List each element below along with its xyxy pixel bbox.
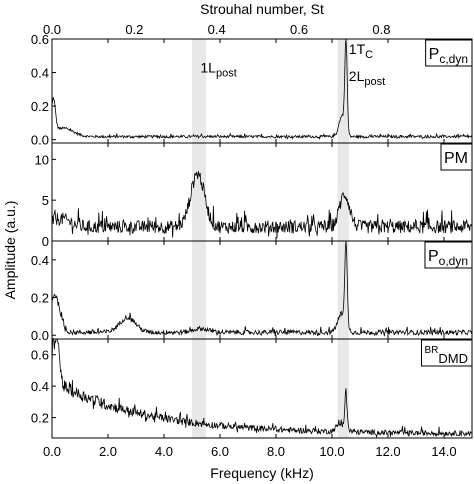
x-tick-label: 0.0 — [43, 444, 61, 459]
x-tick-label: 8.0 — [267, 444, 285, 459]
shaded-band — [192, 39, 206, 143]
panel-label: PM — [444, 150, 468, 167]
panel-label-sub: o,dyn — [439, 254, 468, 268]
shaded-band — [192, 143, 206, 241]
x-axis-title: Frequency (kHz) — [210, 465, 313, 481]
panel-frame — [51, 240, 473, 340]
top-axis-title: Strouhal number, St — [200, 1, 324, 17]
y-tick-label: 0.6 — [31, 32, 49, 47]
y-axis-title: Amplitude (a.u.) — [2, 201, 18, 300]
shaded-band — [337, 143, 349, 241]
y-tick-label: 0.0 — [31, 133, 49, 148]
x-tick-label: 4.0 — [155, 444, 173, 459]
y-tick-label: 0.2 — [31, 411, 49, 426]
y-tick-label: 10 — [35, 152, 49, 167]
shaded-band — [337, 39, 349, 143]
y-tick-label: 0.4 — [31, 379, 49, 394]
top-tick-label: 0.2 — [125, 22, 143, 37]
panel-label-box — [440, 143, 473, 171]
panel-frame — [51, 338, 473, 439]
top-tick-label: 0.8 — [372, 22, 390, 37]
shaded-band — [337, 241, 349, 339]
annotation-main: 1L — [200, 60, 216, 76]
shaded-band — [192, 241, 206, 339]
annotation: 1Lpost — [200, 60, 236, 80]
y-tick-label: 0.4 — [31, 66, 49, 81]
x-tick-label: 12.0 — [375, 444, 400, 459]
panel-label-main: P — [429, 46, 440, 63]
x-tick-label: 14.0 — [431, 444, 456, 459]
panel-label: BRDMD — [424, 345, 468, 366]
annotation: 2Lpost — [349, 68, 385, 88]
x-tick-label: 10.0 — [319, 444, 344, 459]
series-line — [51, 38, 472, 141]
panel-frame — [51, 38, 473, 144]
series-line — [51, 240, 473, 337]
series-layer — [51, 38, 473, 439]
y-tick-label: 0.2 — [31, 291, 49, 306]
annotation-main: 2L — [349, 68, 365, 84]
panel-label: Pc,dyn — [429, 46, 468, 66]
series-line — [51, 171, 473, 239]
panel-label-main: PM — [444, 150, 468, 167]
annotation-sub: post — [216, 68, 237, 80]
annotation-sub: post — [364, 76, 385, 88]
y-tick-label: 0 — [42, 234, 49, 249]
x-tick-label: 2.0 — [99, 444, 117, 459]
panel-labels: Pc,dyn PM Po,dyn BRDMD — [420, 39, 473, 367]
y-tick-label: 5 — [42, 193, 49, 208]
panel-label-sub: DMD — [438, 351, 468, 366]
panel-frames — [51, 38, 473, 439]
top-tick-label: 0.0 — [43, 22, 61, 37]
shaded-band — [192, 339, 206, 438]
panel-label-sup: BR — [424, 345, 438, 356]
y-tick-label: 0.0 — [31, 328, 49, 343]
top-tick-label: 0.4 — [208, 22, 226, 37]
shaded-bands — [192, 39, 349, 438]
top-tick-label: 0.6 — [290, 22, 308, 37]
panel-label-box — [425, 39, 473, 67]
annotation: 1TC — [349, 41, 373, 61]
y-tick-label: 0.4 — [31, 253, 49, 268]
annotation-sub: C — [365, 49, 373, 61]
panel-label-sub: c,dyn — [439, 52, 468, 66]
annotation-main: 1T — [349, 41, 366, 57]
panel-label-box — [424, 241, 473, 269]
x-tick-label: 6.0 — [211, 444, 229, 459]
y-tick-label: 0.6 — [31, 348, 49, 363]
series-line — [51, 337, 473, 439]
panel-label-main: P — [428, 248, 439, 265]
shaded-band — [337, 339, 349, 438]
y-tick-label: 0.2 — [31, 99, 49, 114]
panel-label-box — [420, 339, 473, 367]
panel-label: Po,dyn — [428, 248, 468, 268]
